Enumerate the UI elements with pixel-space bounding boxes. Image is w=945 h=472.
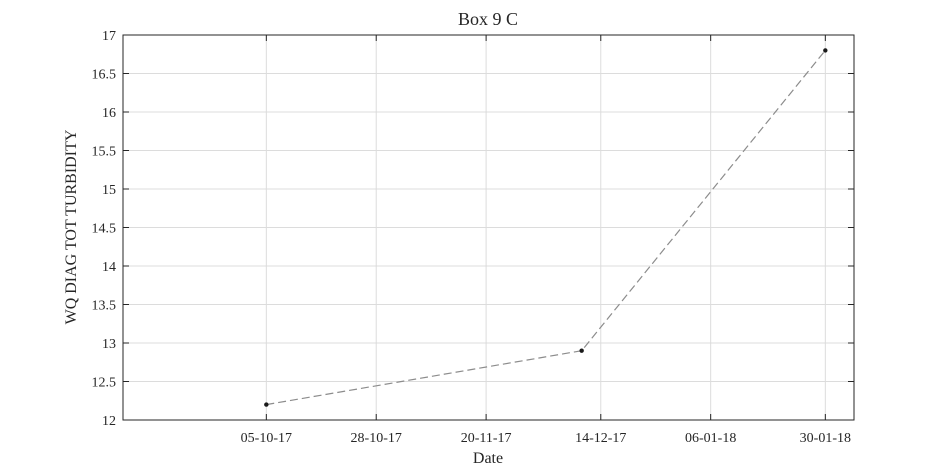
y-tick-label: 16.5 xyxy=(92,68,117,83)
y-axis-label: WQ DIAG TOT TURBIDITY xyxy=(63,129,80,324)
y-tick-label: 14 xyxy=(102,260,116,275)
x-tick-label: 28-10-17 xyxy=(351,431,402,446)
x-tick-label: 05-10-17 xyxy=(241,431,292,446)
x-tick-label: 30-01-18 xyxy=(800,431,851,446)
x-tick-label: 14-12-17 xyxy=(575,431,626,446)
data-point xyxy=(579,348,584,353)
y-tick-label: 12 xyxy=(102,414,116,429)
y-tick-label: 16 xyxy=(102,106,116,121)
axis-ticks: 12 12.5 13 13.5 14 14.5 15 15.5 16 16.5 17 05-10-17… xyxy=(92,29,854,446)
data-point xyxy=(823,48,828,53)
y-tick-label: 12.5 xyxy=(92,376,117,391)
y-tick-label: 13.5 xyxy=(92,299,117,314)
x-tick-label: 20-11-17 xyxy=(461,431,512,446)
x-tick-label: 06-01-18 xyxy=(685,431,736,446)
y-tick-label: 15 xyxy=(102,183,116,198)
y-tick-label: 13 xyxy=(102,337,116,352)
x-axis-label: Date xyxy=(473,450,503,467)
y-tick-label: 15.5 xyxy=(92,145,117,160)
y-tick-label: 14.5 xyxy=(92,222,117,237)
chart-title: Box 9 C xyxy=(458,9,518,29)
data-point xyxy=(264,402,269,407)
series-layer xyxy=(264,48,828,407)
y-tick-label: 17 xyxy=(102,29,116,44)
